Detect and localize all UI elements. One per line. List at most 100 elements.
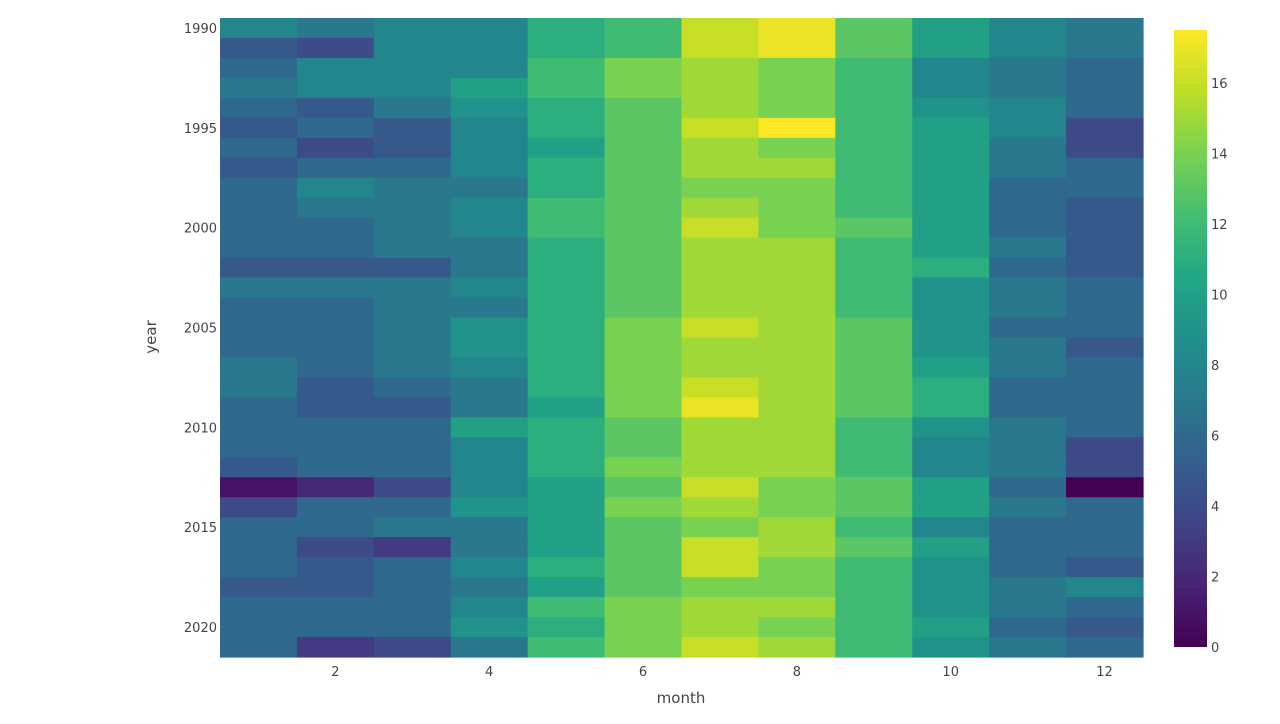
heatmap-cell — [1066, 337, 1144, 359]
heatmap-cell — [527, 357, 606, 379]
heatmap-cell — [604, 77, 683, 99]
heatmap-cell — [220, 337, 298, 359]
heatmap-cell — [604, 457, 683, 478]
heatmap-cell — [527, 217, 606, 239]
heatmap-cell — [220, 517, 298, 538]
heatmap-cell — [527, 597, 606, 618]
heatmap-cell — [1066, 97, 1144, 119]
heatmap-cell — [373, 377, 452, 399]
heatmap-cell — [758, 77, 836, 99]
heatmap-cell — [296, 377, 375, 399]
heatmap-cell — [527, 97, 606, 119]
heatmap-cell — [912, 437, 990, 458]
heatmap-cell — [681, 137, 760, 159]
heatmap-cell — [220, 477, 298, 498]
heatmap-cell — [1066, 197, 1144, 219]
heatmap-cell — [296, 617, 375, 638]
heatmap-cell — [527, 417, 606, 438]
heatmap-cell — [912, 637, 990, 658]
heatmap-cell — [758, 177, 836, 199]
heatmap-cell — [450, 117, 529, 139]
heatmap-cell — [373, 317, 452, 339]
heatmap-cell — [1066, 217, 1144, 239]
heatmap-cell — [220, 617, 298, 638]
heatmap-cell — [296, 597, 375, 618]
heatmap-cell — [373, 197, 452, 219]
heatmap-cell — [527, 517, 606, 538]
heatmap-cell — [220, 457, 298, 478]
heatmap-cell — [296, 177, 375, 199]
heatmap-cell — [604, 137, 683, 159]
heatmap-cell — [527, 497, 606, 518]
heatmap-cell — [604, 517, 683, 538]
heatmap-cell — [1066, 357, 1144, 379]
heatmap-cell — [604, 257, 683, 279]
heatmap-cell — [835, 237, 913, 259]
heatmap-cell — [604, 197, 683, 219]
heatmap-cell — [912, 337, 990, 359]
heatmap-cell — [296, 357, 375, 379]
heatmap-cell — [758, 637, 836, 658]
heatmap-cell — [681, 97, 760, 119]
heatmap-cell — [989, 497, 1067, 518]
heatmap-cell — [220, 277, 298, 299]
heatmap-cell — [989, 237, 1067, 259]
x-tick-label: 8 — [793, 665, 801, 680]
heatmap-cell — [450, 517, 529, 538]
heatmap-cell — [296, 257, 375, 279]
heatmap-cell — [1066, 457, 1144, 478]
heatmap-cell — [835, 357, 913, 379]
heatmap-cell — [220, 537, 298, 558]
heatmap-cell — [450, 18, 529, 39]
heatmap-cell — [912, 397, 990, 418]
heatmap-cell — [835, 397, 913, 418]
heatmap-cell — [527, 637, 606, 658]
heatmap-cell — [220, 417, 298, 438]
heatmap-cell — [604, 277, 683, 299]
heatmap-cell — [758, 597, 836, 618]
heatmap-cell — [1066, 557, 1144, 578]
heatmap-cell — [681, 37, 760, 59]
heatmap-cell — [989, 417, 1067, 438]
y-tick-label: 2020 — [184, 621, 217, 636]
heatmap-cell — [681, 177, 760, 199]
heatmap-cell — [835, 297, 913, 319]
heatmap-cell — [835, 317, 913, 339]
heatmap-cell — [527, 77, 606, 99]
heatmap-cell — [758, 337, 836, 359]
heatmap-cell — [373, 77, 452, 99]
heatmap-cell — [758, 117, 836, 139]
heatmap-cell — [681, 577, 760, 598]
heatmap-cell — [604, 597, 683, 618]
heatmap-cell — [1066, 237, 1144, 259]
heatmap-cell — [1066, 537, 1144, 558]
heatmap-cell — [527, 617, 606, 638]
heatmap-cell — [527, 437, 606, 458]
heatmap-cell — [296, 237, 375, 259]
heatmap-cell — [1066, 517, 1144, 538]
heatmap-cell — [835, 177, 913, 199]
heatmap-cell — [527, 317, 606, 339]
heatmap-cell — [835, 18, 913, 39]
heatmap-cell — [1066, 297, 1144, 319]
heatmap-cell — [989, 157, 1067, 179]
y-tick-label: 1995 — [184, 122, 217, 137]
heatmap-cell — [681, 18, 760, 39]
heatmap-cell — [527, 197, 606, 219]
heatmap-cell — [758, 417, 836, 438]
x-tick-label: 2 — [331, 665, 339, 680]
heatmap-cell — [681, 317, 760, 339]
heatmap-cell — [681, 337, 760, 359]
heatmap-cell — [527, 137, 606, 159]
heatmap-cell — [835, 37, 913, 59]
heatmap-cell — [835, 137, 913, 159]
heatmap-cell — [681, 197, 760, 219]
heatmap-cell — [450, 277, 529, 299]
heatmap-cell — [604, 337, 683, 359]
heatmap-cell — [1066, 477, 1144, 498]
heatmap-cell — [450, 617, 529, 638]
heatmap-cell — [604, 57, 683, 79]
heatmap-cell — [758, 437, 836, 458]
heatmap-cell — [220, 177, 298, 199]
